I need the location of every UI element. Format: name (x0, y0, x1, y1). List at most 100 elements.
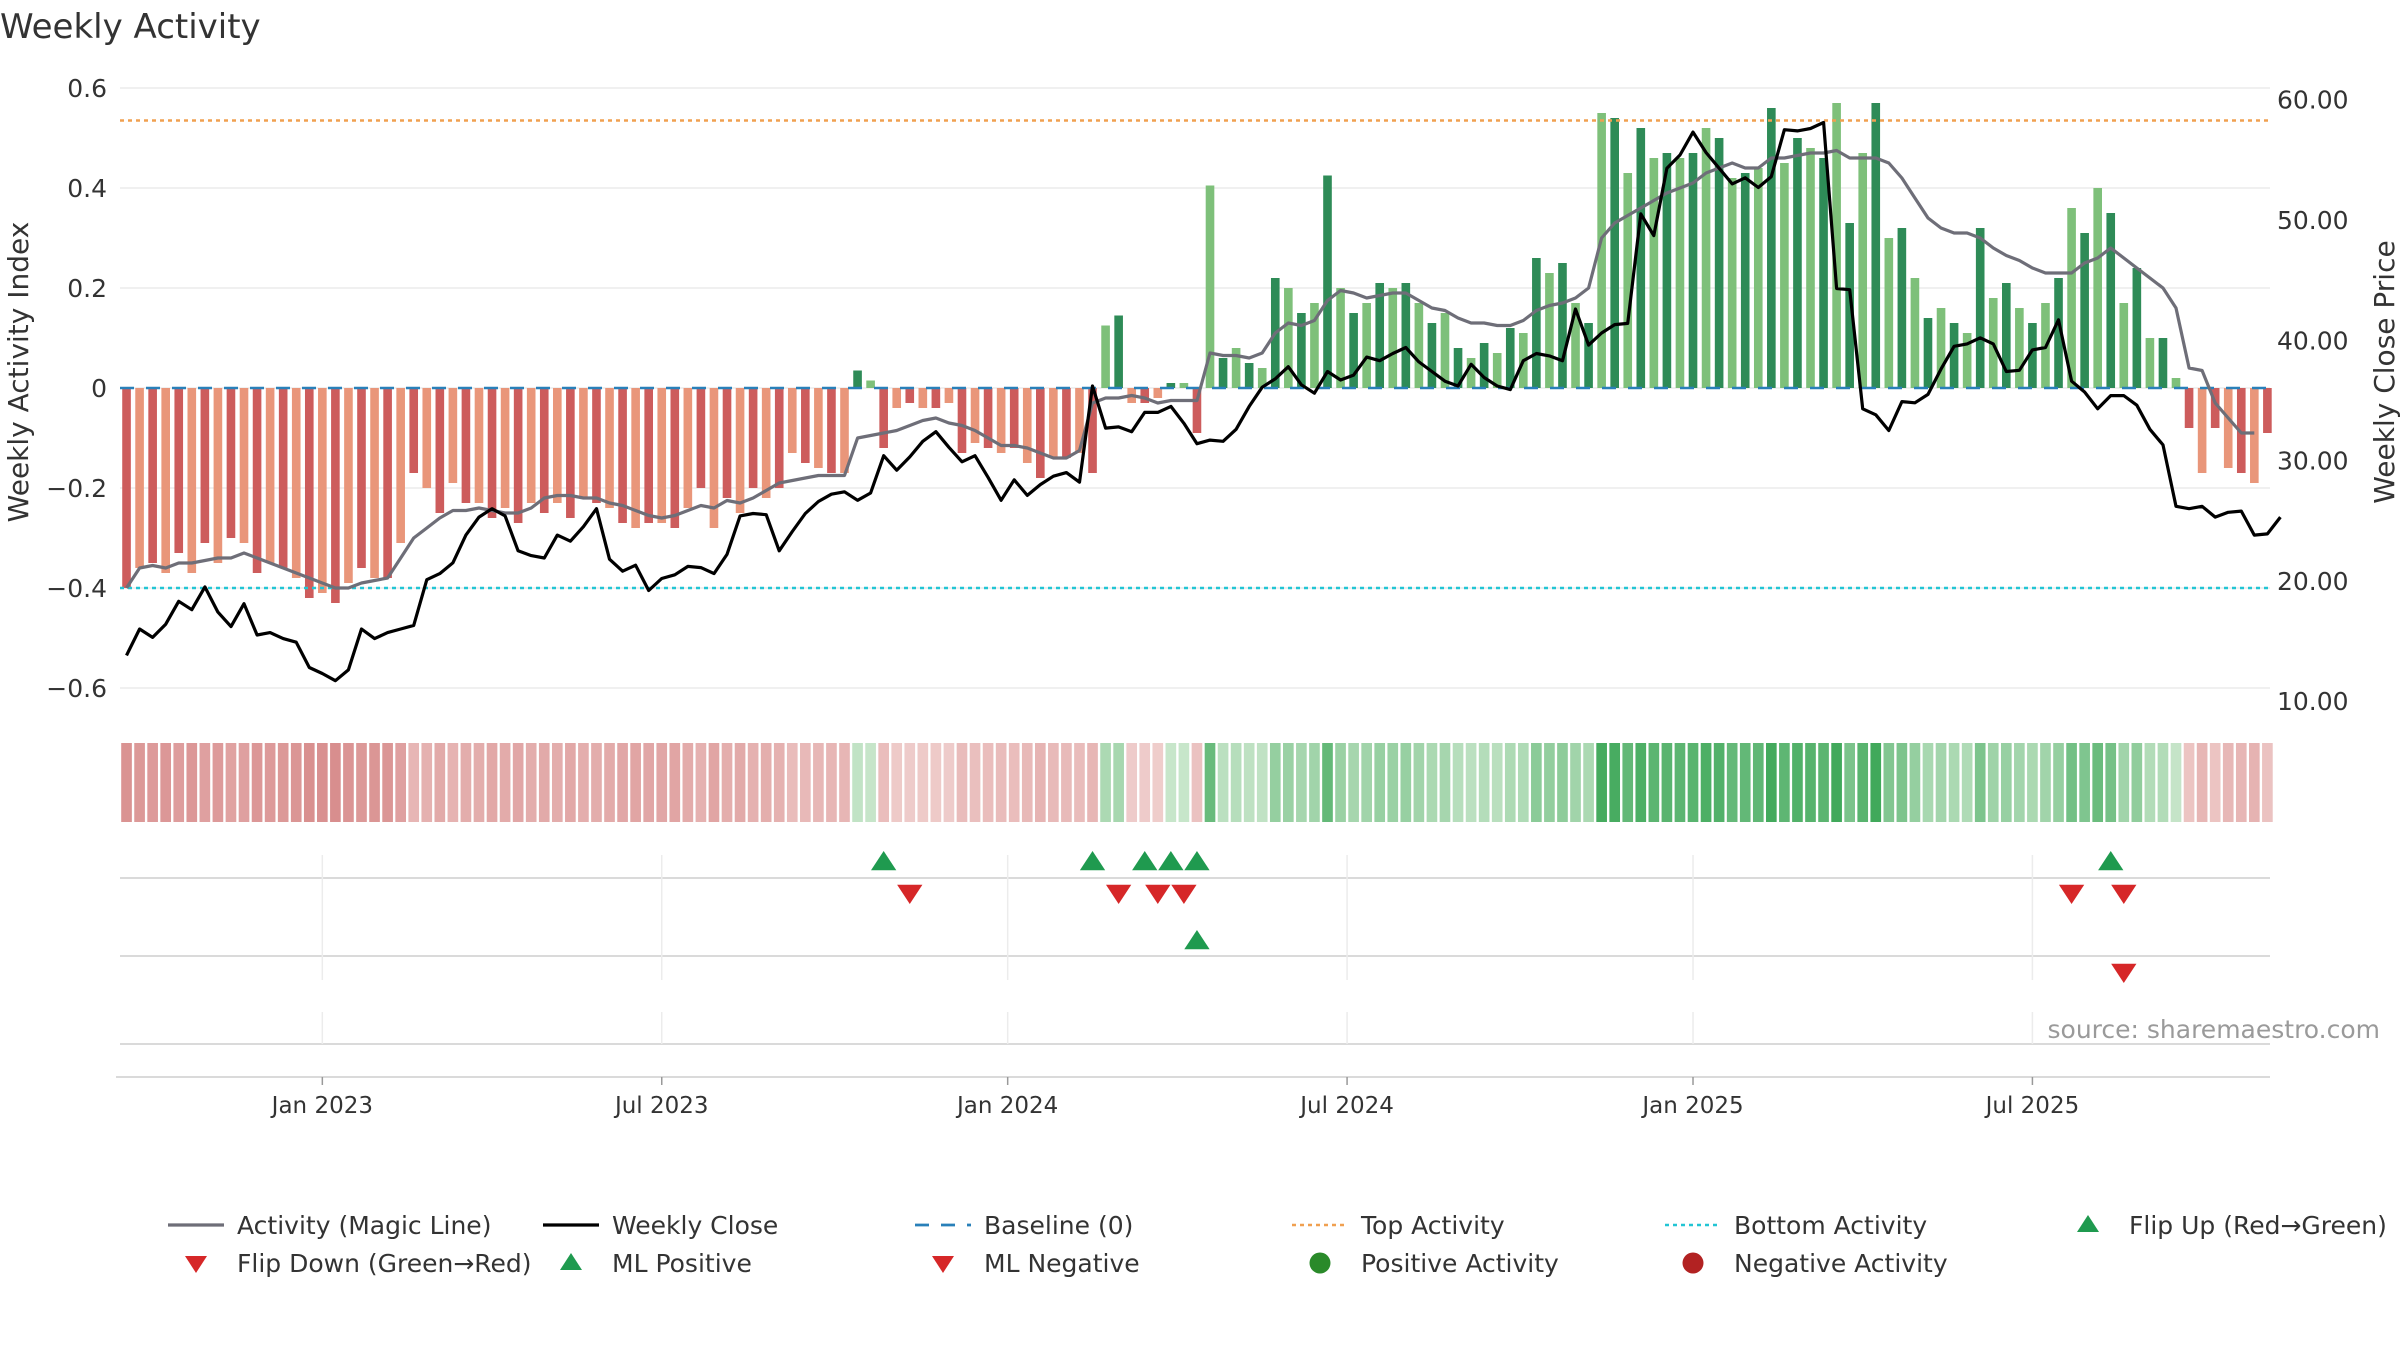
heat-cell (2262, 743, 2273, 822)
heat-cell (1139, 743, 1151, 822)
heat-cell (1048, 743, 1059, 822)
activity-bar (1688, 153, 1698, 388)
legend-swatch (1682, 1252, 1704, 1274)
x-tick-label: Jul 2024 (1298, 1093, 1394, 1119)
heat-cell (2157, 743, 2169, 822)
activity-bar (1975, 228, 1985, 388)
legend-item: Baseline (0) (915, 1211, 1133, 1240)
legend-label: ML Negative (984, 1249, 1140, 1278)
heat-cell (2183, 743, 2195, 822)
activity-bar (1049, 388, 1058, 458)
heat-cell (408, 743, 420, 822)
heat-cell (1583, 743, 1594, 822)
activity-bar (1636, 128, 1646, 388)
heat-cell (1818, 743, 1829, 822)
reference-lines (120, 119, 2270, 590)
activity-bar (2093, 188, 2102, 388)
heat-cell (578, 743, 589, 822)
heat-cell (2209, 743, 2221, 822)
heat-cell (473, 743, 485, 822)
right-tick-label: 20.00 (2277, 567, 2349, 596)
activity-bar (344, 388, 353, 583)
legend-label: Positive Activity (1361, 1249, 1559, 1278)
heat-cell (225, 743, 237, 822)
heat-cell (1204, 743, 1216, 822)
heat-cell (982, 743, 994, 822)
heat-cell (1987, 743, 1999, 822)
heat-cell (565, 743, 576, 822)
legend-item: Weekly Close (543, 1211, 778, 1240)
heat-cell (604, 743, 615, 822)
heat-cell (1100, 743, 1111, 822)
activity-bar (1453, 348, 1463, 388)
activity-bar (631, 388, 640, 528)
heat-cell (199, 743, 211, 822)
activity-bar (1297, 313, 1306, 388)
activity-bar (2028, 323, 2037, 388)
activity-bar (944, 388, 954, 403)
activity-bar (748, 388, 758, 488)
heat-cell (2196, 743, 2208, 822)
heat-cell (1478, 743, 1490, 822)
activity-bar (2145, 338, 2155, 388)
heat-cell (186, 743, 198, 822)
activity-bar (1767, 108, 1776, 388)
activity-bar (2250, 388, 2259, 483)
activity-bar (2080, 233, 2089, 388)
left-axis-ticks: 0.6 0.4 0.2 0 −0.2 −0.4 −0.6 (46, 74, 107, 703)
heat-cell (943, 743, 955, 822)
heat-cell (1439, 743, 1451, 822)
ml-positive-marker (1184, 930, 1210, 950)
activity-bar (683, 388, 693, 508)
legend-item: Negative Activity (1682, 1249, 1948, 1278)
activity-bar (357, 388, 366, 568)
activity-bar (461, 388, 471, 503)
activity-bar (1584, 323, 1593, 388)
heat-cell (1309, 743, 1320, 822)
flip-up-marker (1132, 851, 1158, 871)
flip-down-marker (2058, 884, 2085, 904)
activity-bar (2015, 308, 2024, 388)
heat-cell (1152, 743, 1164, 822)
heat-cell (499, 743, 511, 822)
heat-cell (2092, 743, 2104, 822)
activity-bar (761, 388, 771, 498)
activity-bar (1075, 388, 1084, 453)
heat-cell (1622, 743, 1634, 822)
activity-bar (383, 388, 392, 578)
signal-markers (871, 851, 2137, 983)
heat-cell (1961, 743, 1973, 822)
heat-cell (486, 743, 498, 822)
activity-bar (435, 388, 445, 513)
heat-cell (1596, 743, 1607, 822)
heat-cell (956, 743, 968, 822)
x-tick-label: Jul 2025 (1984, 1093, 2080, 1119)
flip-up-marker (1158, 851, 1184, 871)
heat-cell (708, 743, 720, 822)
legend-item: Activity (Magic Line) (168, 1211, 491, 1240)
heat-cell (1426, 743, 1438, 822)
heat-cell (1857, 743, 1869, 822)
heat-cell (930, 743, 942, 822)
heat-cell (643, 743, 655, 822)
flip-up-marker (1079, 851, 1106, 871)
legend-item: Bottom Activity (1665, 1211, 1927, 1240)
heat-cell (734, 743, 746, 822)
activity-bar (1793, 138, 1802, 388)
right-tick-label: 40.00 (2277, 326, 2349, 355)
activity-bar (931, 388, 941, 408)
activity-bar (1349, 313, 1358, 388)
activity-bar (1310, 303, 1319, 388)
activity-bar (2197, 388, 2207, 473)
activity-bar (2263, 388, 2272, 433)
heat-cell (1935, 743, 1947, 822)
flip-up-marker (2098, 851, 2124, 871)
activity-bar (1845, 223, 1854, 388)
activity-bar (1218, 358, 1228, 388)
activity-bar (553, 388, 562, 503)
heat-cell (878, 743, 889, 822)
heat-cell (2249, 743, 2260, 822)
activity-bar (2223, 388, 2233, 468)
activity-bar (1884, 238, 1894, 388)
activity-bar (122, 388, 131, 588)
